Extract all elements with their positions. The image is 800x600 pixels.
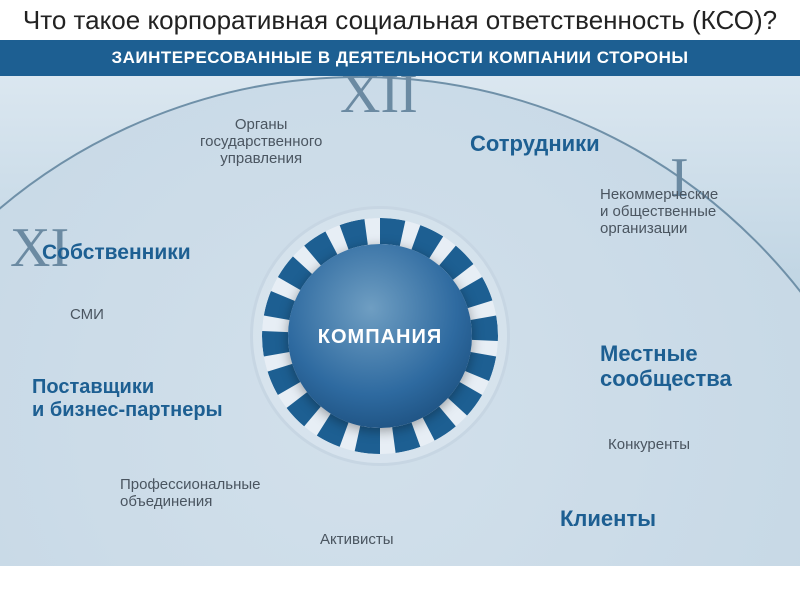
stakeholder-label: Поставщики и бизнес-партнеры xyxy=(32,376,223,422)
stakeholder-label: Конкуренты xyxy=(608,436,690,453)
diagram-stage: XIIIXI КОМПАНИЯ Органы государственного … xyxy=(0,76,800,566)
stakeholder-label: Активисты xyxy=(320,531,393,548)
stakeholder-label: Профессиональные объединения xyxy=(120,476,260,511)
page-title: Что такое корпоративная социальная ответ… xyxy=(0,0,800,40)
center-label: КОМПАНИЯ xyxy=(280,326,480,349)
stakeholder-label: Клиенты xyxy=(560,506,656,531)
page-root: Что такое корпоративная социальная ответ… xyxy=(0,0,800,600)
stakeholder-label: Сотрудники xyxy=(470,131,600,156)
stakeholder-label: Органы государственного управления xyxy=(200,116,322,168)
stakeholder-label: СМИ xyxy=(70,306,104,323)
roman-numeral: XII xyxy=(340,76,418,126)
stakeholder-label: Собственники xyxy=(42,241,191,265)
stakeholder-label: Некоммерческие и общественные организаци… xyxy=(600,186,718,238)
stakeholder-label: Местные сообщества xyxy=(600,341,732,392)
banner: ЗАИНТЕРЕСОВАННЫЕ В ДЕЯТЕЛЬНОСТИ КОМПАНИИ… xyxy=(0,40,800,76)
